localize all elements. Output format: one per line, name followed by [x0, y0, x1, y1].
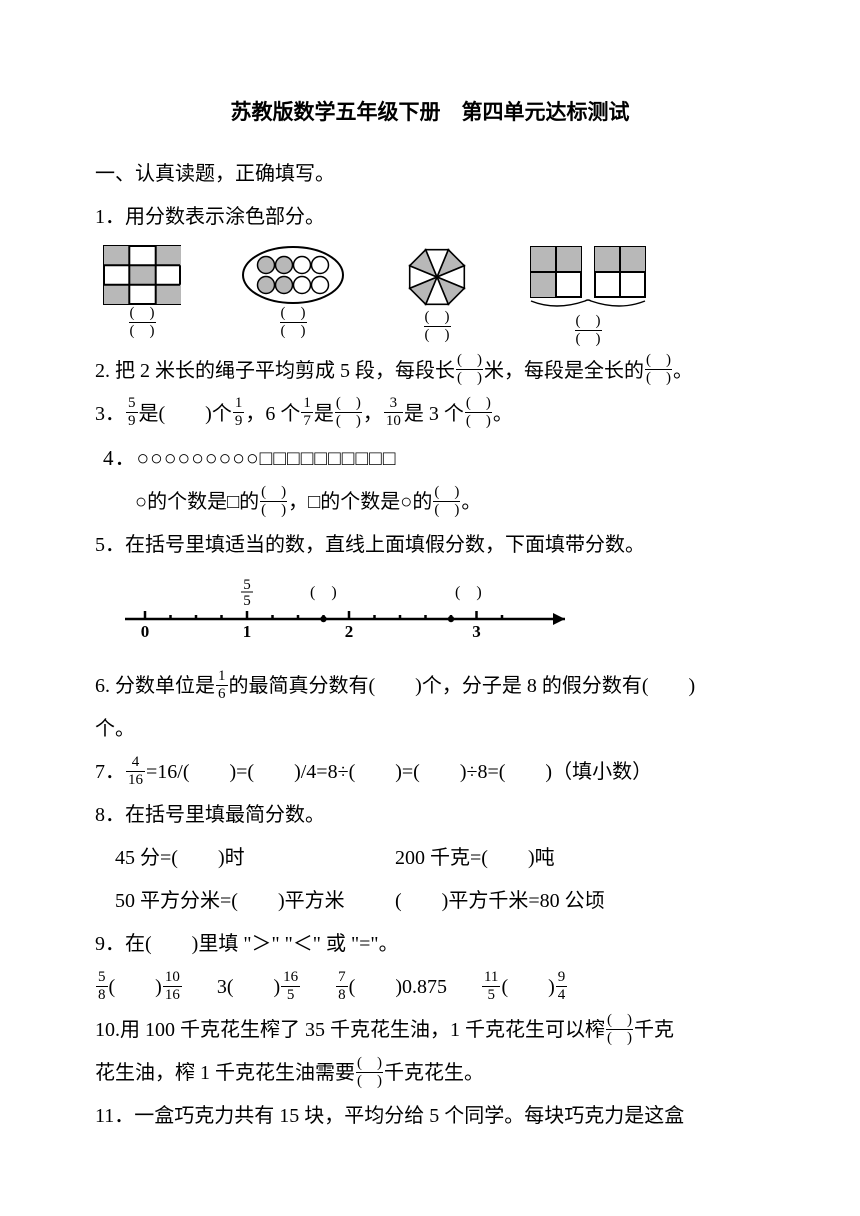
q4-shapes: 4．○○○○○○○○○□□□□□□□□□□ — [103, 436, 765, 481]
section-heading: 一、认真读题，正确填写。 — [95, 153, 765, 196]
q8-row2: 50 平方分米=( )平方米( )平方千米=80 公顷 — [95, 880, 765, 923]
svg-text:3: 3 — [472, 622, 481, 641]
q11-text: 11．一盒巧克力共有 15 块，平均分给 5 个同学。每块巧克力是这盒 — [95, 1095, 765, 1138]
grid-icon — [103, 245, 181, 305]
two-grids-icon — [529, 245, 647, 313]
q1-diagrams: ( )( ) ( )( ) — [103, 245, 765, 349]
octagon-icon — [405, 245, 469, 309]
svg-text:0: 0 — [141, 622, 150, 641]
q7-text: 7．416=16/( )=( )/4=8÷( )=( )÷8=( )（填小数） — [95, 751, 765, 794]
q8-text: 8．在括号里填最简分数。 — [95, 794, 765, 837]
svg-text:1: 1 — [243, 622, 252, 641]
svg-text:( ): ( ) — [310, 584, 337, 601]
diagram-grid: ( )( ) — [103, 245, 181, 341]
ellipse-icon — [241, 245, 345, 305]
svg-text:( ): ( ) — [455, 584, 482, 601]
number-line: 5 5 ( ) ( ) — [115, 571, 765, 661]
diagram-ellipse: ( )( ) — [241, 245, 345, 341]
q9-row: 58( )1016 3( )165 78( )0.875 115( )94 — [95, 966, 765, 1009]
q3-text: 3．59是( )个19，6 个17是( )( )，310是 3 个( )( )。 — [95, 393, 765, 436]
q9-text: 9．在( )里填 "＞" "＜" 或 "="。 — [95, 923, 765, 966]
q4-text: ○的个数是□的( )( )，□的个数是○的( )( )。 — [95, 481, 765, 524]
q10-text-2: 花生油，榨 1 千克花生油需要( )( )千克花生。 — [95, 1052, 765, 1095]
q1-text: 1．用分数表示涂色部分。 — [95, 196, 765, 239]
q8-row1: 45 分=( )时200 千克=( )吨 — [95, 837, 765, 880]
diagram-octagon: ( )( ) — [405, 245, 469, 345]
q2-text: 2. 把 2 米长的绳子平均剪成 5 段，每段长( )( )米，每段是全长的( … — [95, 350, 765, 393]
svg-text:5: 5 — [243, 593, 251, 609]
q10-text: 10.用 100 千克花生榨了 35 千克花生油，1 千克花生可以榨( )( )… — [95, 1009, 765, 1052]
svg-text:5: 5 — [243, 577, 251, 593]
diagram-two-grids: ( )( ) — [529, 245, 647, 349]
page-title: 苏教版数学五年级下册 第四单元达标测试 — [95, 90, 765, 135]
q5-text: 5．在括号里填适当的数，直线上面填假分数，下面填带分数。 — [95, 524, 765, 567]
page: 苏教版数学五年级下册 第四单元达标测试 一、认真读题，正确填写。 1．用分数表示… — [0, 0, 860, 1178]
q6-text-2: 个。 — [95, 708, 765, 751]
q6-text: 6. 分数单位是16的最简真分数有( )个，分子是 8 的假分数有( ) — [95, 665, 765, 708]
number-line-icon: 5 5 ( ) ( ) — [115, 571, 585, 645]
svg-text:2: 2 — [345, 622, 354, 641]
